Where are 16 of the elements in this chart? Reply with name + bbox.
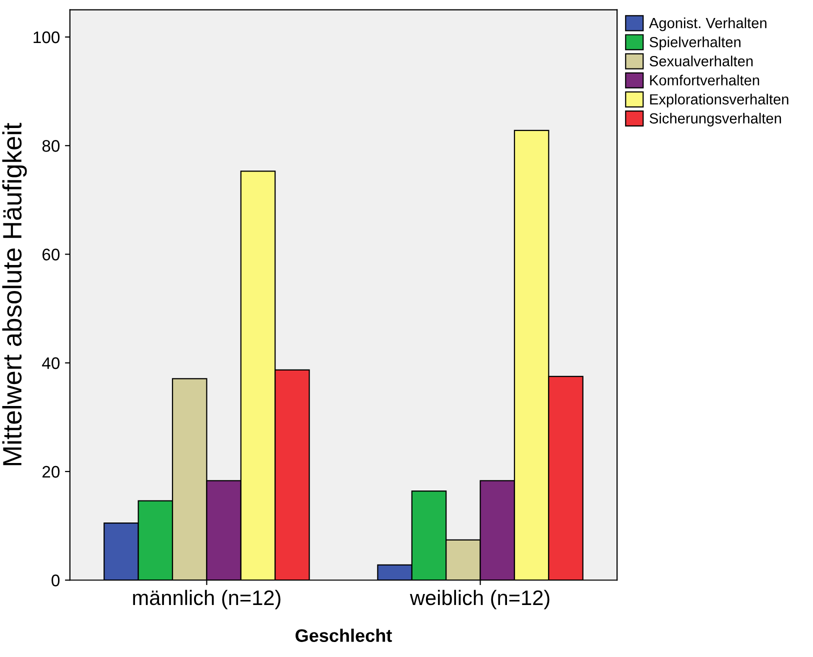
y-tick-label: 80 bbox=[42, 140, 60, 152]
legend-label: Spielverhalten bbox=[650, 36, 740, 50]
legend-label: Explorationsverhalten bbox=[650, 94, 788, 108]
y-tick-label: 0 bbox=[52, 574, 60, 586]
legend-label: Sexualverhalten bbox=[650, 56, 753, 66]
y-tick-label: 100 bbox=[34, 31, 60, 44]
y-tick-label: 40 bbox=[42, 357, 60, 370]
x-tick-label: weiblich (n=12) bbox=[410, 590, 550, 610]
y-tick-label: 20 bbox=[42, 466, 60, 478]
y-axis-title: Mittelwert absolute Häufigkeit bbox=[2, 122, 27, 466]
x-tick-label: männlich (n=12) bbox=[133, 590, 280, 610]
legend-label: Agonist. Verhalten bbox=[649, 18, 766, 32]
legend-label: Sicherungsverhalten bbox=[650, 112, 781, 126]
x-axis-title: Geschlecht bbox=[296, 628, 392, 642]
y-tick-label: 60 bbox=[42, 248, 60, 260]
legend-label: Komfortverhalten bbox=[650, 74, 760, 86]
